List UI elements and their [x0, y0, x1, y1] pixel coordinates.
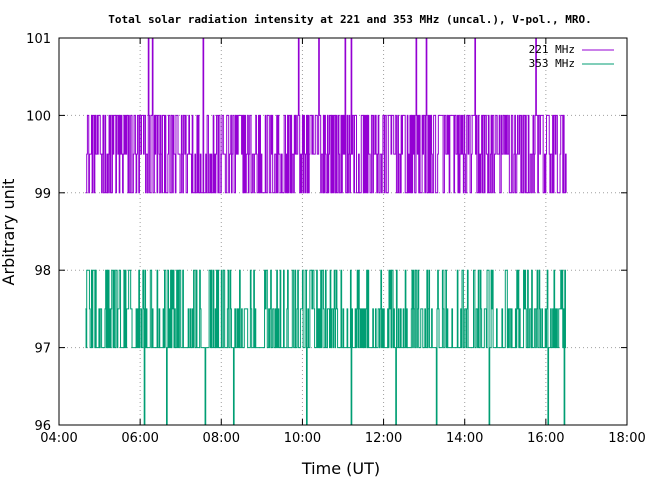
legend: 221 MHz 353 MHz: [529, 43, 614, 70]
x-tick-label: 16:00: [527, 431, 564, 446]
y-tick-label: 98: [34, 264, 51, 279]
legend-label-353: 353 MHz: [529, 57, 575, 70]
series-line-221mhz: [85, 37, 567, 194]
y-tick-label: 100: [26, 109, 51, 124]
chart-title: Total solar radiation intensity at 221 a…: [108, 13, 591, 26]
x-tick-label: 18:00: [608, 431, 645, 446]
series-layer: [85, 37, 567, 426]
series-line-353mhz: [85, 269, 567, 426]
y-tick-label: 96: [34, 419, 51, 434]
x-tick-label: 14:00: [446, 431, 483, 446]
x-tick-label: 10:00: [284, 431, 321, 446]
x-tick-label: 12:00: [365, 431, 402, 446]
y-tick-label: 99: [34, 187, 51, 202]
y-axis-label: Arbitrary unit: [0, 179, 18, 286]
x-tick-label: 04:00: [40, 431, 77, 446]
y-tick-label: 101: [26, 32, 51, 47]
legend-label-221: 221 MHz: [529, 43, 575, 56]
x-tick-label: 06:00: [121, 431, 158, 446]
x-tick-label: 08:00: [203, 431, 240, 446]
plot-frame: [58, 37, 628, 426]
y-tick-label: 97: [34, 342, 51, 357]
x-axis-label: Time (UT): [301, 459, 380, 478]
y-axis: 96 97 98 99 100 101: [26, 32, 627, 434]
x-axis: 04:00 06:00 08:00 10:00 12:00 14:00 16:00 18:00: [40, 38, 646, 446]
